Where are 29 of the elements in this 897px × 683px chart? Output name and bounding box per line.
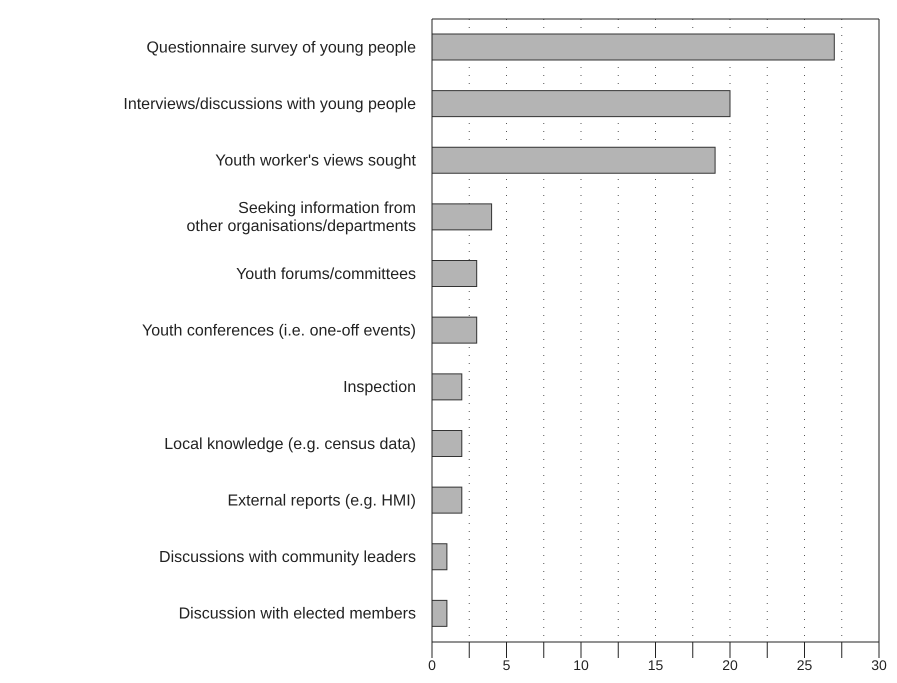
bar: [432, 316, 478, 344]
x-tick-label: 10: [573, 656, 589, 673]
bar: [432, 34, 835, 60]
bar: [432, 260, 478, 288]
y-tick-label: Youth forums/committees: [236, 266, 416, 283]
bar: [432, 146, 716, 174]
y-tick-label: Local knowledge (e.g. census data): [164, 436, 416, 453]
x-tick-label: 25: [796, 656, 812, 673]
bar: [432, 373, 462, 400]
y-tick-label: Discussions with community leaders: [159, 549, 416, 566]
bar: [432, 543, 448, 570]
bar: [432, 486, 462, 514]
x-tick-label: 15: [648, 656, 664, 673]
x-tick-label: 30: [871, 656, 887, 673]
bar: [432, 430, 462, 457]
bar: [432, 90, 730, 118]
x-tick-label: 20: [722, 656, 738, 673]
bar: [432, 600, 448, 627]
y-tick-label: Youth conferences (i.e. one-off events): [142, 322, 416, 340]
x-tick-label: 5: [502, 656, 511, 673]
y-tick-label: Questionnaire survey of young people: [146, 39, 416, 56]
y-tick-label: Discussion with elected members: [178, 606, 416, 623]
y-tick-label: Inspection: [343, 379, 416, 396]
y-tick-label: External reports (e.g. HMI): [228, 492, 416, 510]
bar: [432, 203, 492, 230]
x-tick-label: 0: [428, 656, 436, 673]
y-tick-label: Seeking information from other organisations/departments: [186, 200, 416, 236]
y-tick-label: Youth worker's views sought: [215, 152, 417, 170]
y-tick-label: Interviews/discussions with young people: [123, 96, 416, 113]
